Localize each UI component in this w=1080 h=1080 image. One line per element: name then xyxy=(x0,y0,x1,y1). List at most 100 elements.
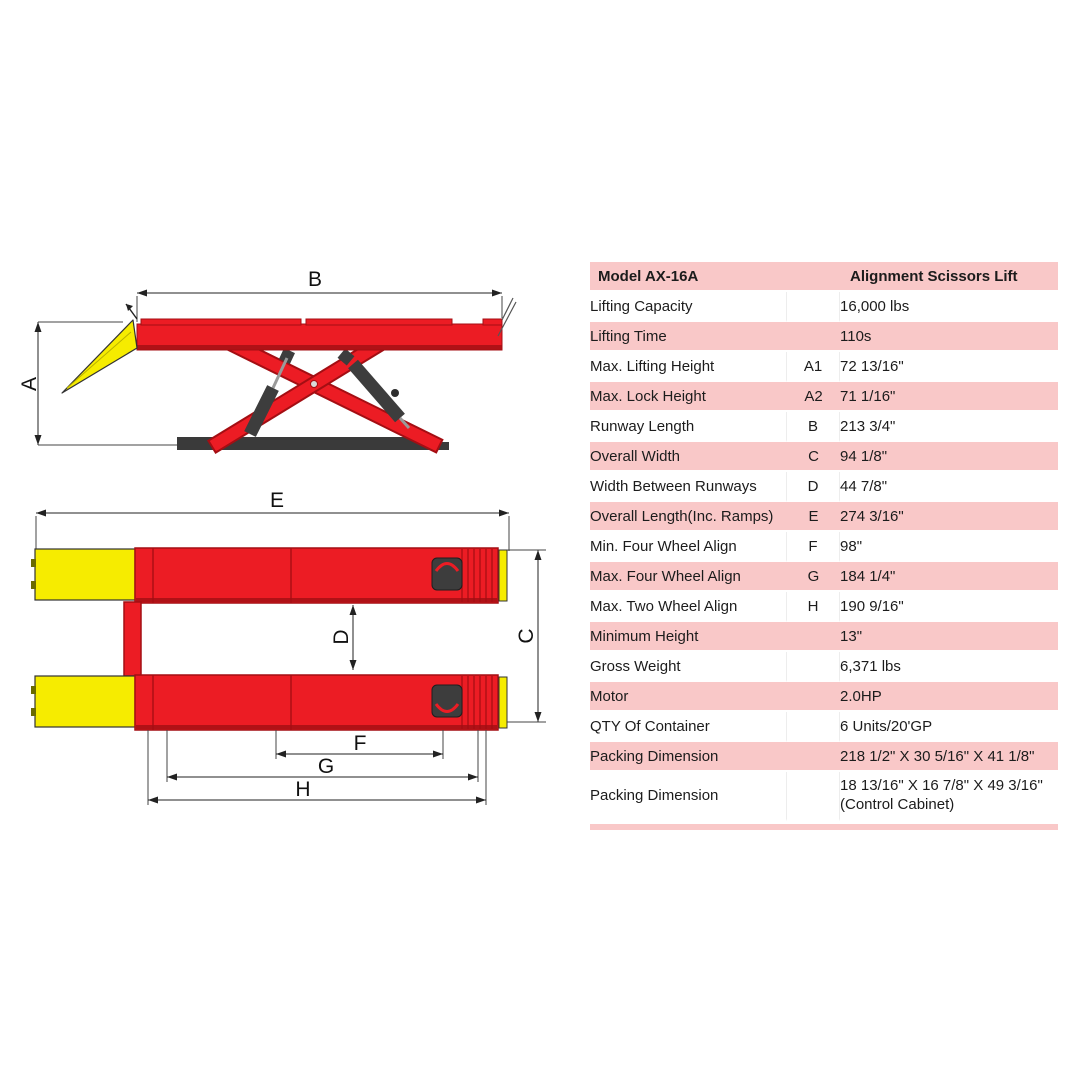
spec-header-model: Model AX-16A xyxy=(590,262,841,292)
spec-value-line1: 94 1/8" xyxy=(840,447,888,465)
spec-label: Packing Dimension xyxy=(590,772,787,821)
end-strip xyxy=(498,676,508,729)
spec-value: 110s xyxy=(840,322,1059,352)
spec-label: Runway Length xyxy=(590,412,787,442)
spec-row: Lifting Capacity 16,000 lbs xyxy=(590,292,1059,322)
dim-arrow xyxy=(499,509,509,517)
spec-row: Minimum Height 13" xyxy=(590,622,1059,652)
dim-label-f: F xyxy=(354,732,367,755)
runway-bottom xyxy=(31,674,508,731)
dim-label-a: A xyxy=(18,377,41,391)
dim-label-d: D xyxy=(330,629,353,644)
runway-shadow xyxy=(136,725,497,729)
spec-value: 190 9/16" xyxy=(840,592,1059,622)
spec-row: Packing Dimension 18 13/16" X 16 7/8" X … xyxy=(590,772,1059,821)
spec-row: Width Between Runways D 44 7/8" xyxy=(590,472,1059,502)
spec-code xyxy=(787,772,841,821)
spec-row: Max. Two Wheel Align H 190 9/16" xyxy=(590,592,1059,622)
end-hatch xyxy=(501,297,514,321)
dim-label-g: G xyxy=(318,755,334,778)
spec-label: Min. Four Wheel Align xyxy=(590,532,787,562)
spec-label: Overall Width xyxy=(590,442,787,472)
scissor-arm xyxy=(219,333,442,452)
dim-label-e: E xyxy=(270,489,284,512)
dim-f: F xyxy=(275,730,444,759)
dim-arrow xyxy=(349,660,357,670)
ramp-hinge xyxy=(31,686,36,694)
spec-value-line1: 72 13/16" xyxy=(840,357,904,375)
dim-e: E xyxy=(35,489,510,551)
spec-value-line1: 6,371 lbs xyxy=(840,657,901,675)
turn-plate-arrow xyxy=(434,703,460,713)
cylinder-body xyxy=(244,385,279,437)
spec-row: Lifting Time 110s xyxy=(590,322,1059,352)
spec-code: D xyxy=(787,472,841,502)
spec-value-line1: 2.0HP xyxy=(840,687,882,705)
spec-code xyxy=(787,682,841,712)
spec-row: Overall Width C 94 1/8" xyxy=(590,442,1059,472)
spec-table: Model AX-16A Alignment Scissors Lift Lif… xyxy=(590,262,1059,821)
spec-code xyxy=(787,322,841,352)
anchor-hook-tip xyxy=(126,304,133,311)
spec-label: Motor xyxy=(590,682,787,712)
dim-arrow xyxy=(468,773,478,781)
dim-b: B xyxy=(136,268,503,322)
cylinder-bracket xyxy=(279,348,295,364)
dim-arrow xyxy=(433,750,443,758)
spec-value: 94 1/8" xyxy=(840,442,1059,472)
dim-c: C xyxy=(507,549,546,723)
spec-value: 6 Units/20'GP xyxy=(840,712,1059,742)
spec-value: 98" xyxy=(840,532,1059,562)
turn-plate-arrow xyxy=(434,562,460,572)
cylinder-bracket xyxy=(337,348,355,366)
spec-body: Lifting Capacity 16,000 lbs Lifting Time… xyxy=(590,292,1059,821)
spec-label: Lifting Time xyxy=(590,322,787,352)
ramp-hinge xyxy=(31,708,36,716)
dim-a: A xyxy=(18,321,183,446)
cylinder-body xyxy=(348,359,405,423)
spec-value: 274 3/16" xyxy=(840,502,1059,532)
spec-code: H xyxy=(787,592,841,622)
spec-value: 16,000 lbs xyxy=(840,292,1059,322)
spec-row: Motor 2.0HP xyxy=(590,682,1059,712)
spec-value-line1: 98" xyxy=(840,537,863,555)
spec-code: C xyxy=(787,442,841,472)
spec-value-line1: 213 3/4" xyxy=(840,417,896,435)
piston-rod xyxy=(271,357,289,389)
dim-arrow xyxy=(534,550,542,560)
pivot-pin xyxy=(310,380,318,388)
dim-g: G xyxy=(166,730,479,782)
spec-code xyxy=(787,742,841,772)
spec-value: 218 1/2" X 30 5/16" X 41 1/8" xyxy=(840,742,1059,772)
end-strip xyxy=(498,549,508,602)
spec-value: 44 7/8" xyxy=(840,472,1059,502)
dim-arrow xyxy=(34,435,42,445)
spec-value-line1: 6 Units/20'GP xyxy=(840,717,933,735)
base-frame xyxy=(177,437,435,450)
spec-code: A1 xyxy=(787,352,841,382)
ramp-plate xyxy=(34,675,136,728)
spec-row: Min. Four Wheel Align F 98" xyxy=(590,532,1059,562)
dim-label-b: B xyxy=(308,268,322,291)
spec-value-line1: 18 13/16" X 16 7/8" X 49 3/16" xyxy=(840,777,1043,794)
spec-row: Gross Weight 6,371 lbs xyxy=(590,652,1059,682)
spec-row: Max. Four Wheel Align G 184 1/4" xyxy=(590,562,1059,592)
spec-code xyxy=(787,652,841,682)
dim-arrow xyxy=(34,322,42,332)
spec-header-product: Alignment Scissors Lift xyxy=(840,262,1059,292)
spec-label: Max. Lifting Height xyxy=(590,352,787,382)
ramp-plate xyxy=(34,548,136,601)
dim-arrow xyxy=(492,289,502,297)
dim-h: H xyxy=(147,730,487,805)
spec-label: Overall Length(Inc. Ramps) xyxy=(590,502,787,532)
scissor-arm xyxy=(209,333,392,452)
spec-row: Overall Length(Inc. Ramps) E 274 3/16" xyxy=(590,502,1059,532)
dim-arrow xyxy=(137,289,147,297)
spec-label: Gross Weight xyxy=(590,652,787,682)
spec-label: Lifting Capacity xyxy=(590,292,787,322)
spec-value-line1: 71 1/16" xyxy=(840,387,896,405)
spec-value-line2: (Control Cabinet) xyxy=(840,796,955,813)
spec-code: B xyxy=(787,412,841,442)
scissor-arms xyxy=(207,331,444,454)
